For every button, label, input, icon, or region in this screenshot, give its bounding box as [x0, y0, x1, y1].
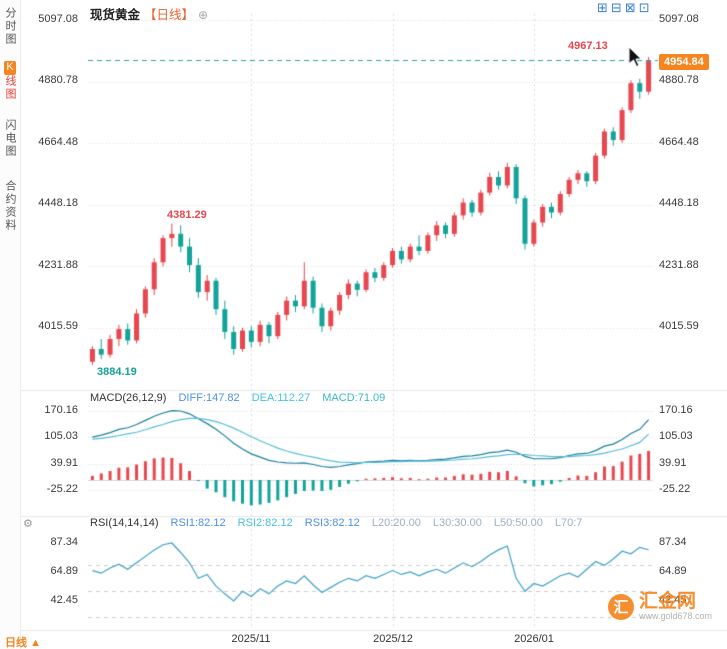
rsi2-value: RSI2:82.12: [237, 517, 293, 529]
rsi-l20-value: L20:20.00: [371, 517, 421, 529]
main-axis-tick: 4448.18: [659, 197, 699, 209]
main-axis-tick: 4015.59: [38, 320, 78, 332]
main-axis-tick: 4231.88: [38, 259, 78, 271]
logo-url: www.gold678.com: [639, 611, 713, 621]
rsi-l70-value: L70:7: [554, 517, 583, 529]
instrument-name: 现货黄金: [90, 8, 141, 22]
macd-hist-value: MACD:71.09: [322, 392, 386, 404]
main-axis-tick: 4664.48: [659, 136, 699, 148]
rsi-axis-tick: 42.45: [50, 594, 78, 606]
rsi-indicator-name: RSI(14,14,14): [90, 517, 159, 529]
logo-name: 汇金网: [639, 591, 697, 612]
rsi-axis-tick: 64.89: [50, 565, 78, 577]
main-axis-tick: 4880.78: [659, 74, 699, 86]
rsi-axis-tick: 87.34: [50, 536, 78, 548]
session-low-label: 3884.19: [97, 366, 137, 378]
fullscreen-icon[interactable]: ⊡: [638, 0, 650, 15]
main-axis-tick: 4448.18: [38, 197, 78, 209]
rsi-axis-tick: 42.45: [659, 594, 687, 606]
rsi3-value: RSI3:82.12: [304, 517, 360, 529]
macd-indicator-name: MACD(26,12,9): [90, 392, 167, 404]
indicator-settings-icon[interactable]: ⊕: [198, 8, 209, 22]
macd-axis-tick: 39.91: [659, 457, 687, 469]
split-layout-icon[interactable]: ⊟: [610, 0, 622, 15]
chevron-up-icon: ▲: [30, 637, 41, 649]
site-watermark: 汇 汇金网 www.gold678.com: [608, 592, 712, 621]
macd-diff-value: DIFF:147.82: [178, 392, 240, 404]
macd-axis-tick: -25.22: [46, 483, 78, 495]
sidebar-tab-contract-info[interactable]: 合约资料: [4, 180, 16, 232]
macd-axis-tick: 170.16: [659, 404, 693, 416]
rsi-l50-value: L50:50.00: [493, 517, 543, 529]
main-axis-tick: 4015.59: [659, 320, 699, 332]
main-axis-tick: 5097.08: [659, 13, 699, 25]
macd-dea-value: DEA:112.27: [251, 392, 311, 404]
macd-axis-tick: 39.91: [50, 457, 78, 469]
kline-active-badge: K: [4, 61, 16, 75]
sidebar-tab-time-chart[interactable]: 分时图: [4, 7, 16, 46]
sidebar-tab-kline-chart[interactable]: K线图: [3, 61, 17, 101]
rsi-title-row: RSI(14,14,14) RSI1:82.12 RSI2:82.12 RSI3…: [90, 517, 591, 529]
rsi-axis-tick: 64.89: [659, 565, 687, 577]
period-tag: 【日线】: [144, 8, 195, 22]
main-axis-tick: 4231.88: [659, 259, 699, 271]
macd-axis-tick: 105.03: [659, 430, 693, 442]
macd-title-row: MACD(26,12,9) DIFF:147.82 DEA:112.27 MAC…: [90, 392, 394, 404]
macd-axis-tick: 170.16: [44, 404, 78, 416]
chart-type-icon[interactable]: ⊠: [624, 0, 636, 15]
macd-axis-tick: 105.03: [44, 430, 78, 442]
grid-layout-icon[interactable]: ⊞: [597, 0, 608, 15]
chart-toolbar: ⊞ ⊟ ⊠ ⊡: [597, 1, 650, 15]
chart-header: 现货黄金 【日线】 ⊕: [90, 4, 208, 23]
rsi-settings-gear-icon[interactable]: ⚙: [23, 518, 33, 530]
logo-badge-icon: 汇: [608, 593, 634, 620]
session-high-label: 4967.13: [568, 40, 608, 52]
sidebar-tab-lightning-chart[interactable]: 闪电图: [4, 119, 16, 158]
main-axis-tick: 4664.48: [38, 136, 78, 148]
x-axis-month-label: 2025/12: [373, 633, 413, 645]
period-selector-label: 日线: [5, 637, 27, 649]
rsi-axis-tick: 87.34: [659, 536, 687, 548]
rsi1-value: RSI1:82.12: [170, 517, 226, 529]
sidebar: 分时图 K线图 闪电图 合约资料: [0, 0, 21, 649]
main-axis-tick: 4880.78: [38, 74, 78, 86]
macd-axis-tick: -25.22: [659, 483, 691, 495]
swing-high-label: 4381.29: [167, 209, 207, 221]
current-price-tag: 4954.84: [659, 54, 709, 70]
rsi-l30-value: L30:30.00: [432, 517, 482, 529]
x-axis-month-label: 2025/11: [231, 633, 271, 645]
x-axis-month-label: 2026/01: [514, 633, 554, 645]
main-axis-tick: 5097.08: [38, 13, 78, 25]
kline-tab-label: 线图: [4, 75, 16, 101]
period-selector[interactable]: 日线 ▲: [5, 634, 41, 649]
